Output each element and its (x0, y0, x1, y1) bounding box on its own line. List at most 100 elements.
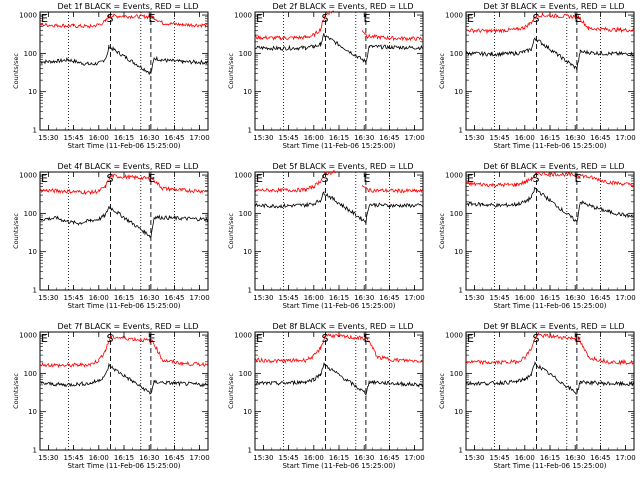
series-line-lld (39, 13, 209, 29)
x-tick-label: 16:00 (89, 454, 109, 462)
series-line-events (39, 44, 209, 76)
panel-title: Det 6f BLACK = Events, RED = LLD (483, 162, 624, 171)
marker-e: E (364, 332, 371, 345)
marker-s: S (322, 12, 329, 25)
marker-e: E (256, 172, 263, 185)
x-tick-label: 15:45 (279, 294, 299, 302)
y-tick-label: 1 (459, 287, 463, 295)
x-tick-label: 15:45 (64, 294, 84, 302)
x-tick-label: 16:15 (540, 454, 560, 462)
x-tick-label: 16:30 (139, 454, 159, 462)
plot-frame (39, 11, 209, 131)
panel-title: Det 3f BLACK = Events, RED = LLD (483, 2, 624, 11)
x-tick-label: 17:00 (405, 454, 425, 462)
series-line-events (465, 186, 635, 223)
x-tick-label: 15:45 (490, 134, 510, 142)
marker-e: E (41, 12, 48, 25)
x-axis-label: Start Time (11-Feb-06 15:25:00) (493, 462, 606, 470)
y-tick-label: 100 (239, 50, 252, 58)
y-tick-label: 1 (459, 447, 463, 455)
x-tick-label: 16:00 (515, 294, 535, 302)
series-line-lld (254, 333, 424, 365)
series-line-events (465, 37, 635, 71)
panel-det-7: Det 7f BLACK = Events, RED = LLD 1 10 100 10… (12, 322, 210, 470)
x-axis-label: Start Time (11-Feb-06 15:25:00) (67, 142, 180, 150)
marker-e: E (256, 12, 263, 25)
x-tick-label: 16:00 (304, 454, 324, 462)
x-tick-label: 16:15 (114, 294, 134, 302)
x-tick-label: 16:30 (565, 454, 585, 462)
x-tick-label: 16:45 (590, 454, 610, 462)
x-tick-label: 16:45 (379, 294, 399, 302)
series-line-lld (465, 332, 635, 366)
y-tick-label: 100 (450, 50, 463, 58)
y-tick-label: 10 (454, 88, 463, 96)
x-tick-label: 15:30 (253, 294, 273, 302)
y-tick-label: 10 (454, 408, 463, 416)
plot-frame (254, 11, 424, 131)
x-axis-label: Start Time (11-Feb-06 15:25:00) (67, 302, 180, 310)
panel-det-2: Det 2f BLACK = Events, RED = LLD 1 10 100 10… (227, 2, 425, 150)
x-tick-label: 16:15 (114, 134, 134, 142)
panel-det-9: Det 9f BLACK = Events, RED = LLD 1 10 100 10… (438, 322, 636, 470)
y-tick-label: 1 (248, 127, 252, 135)
x-tick-label: 16:30 (354, 454, 374, 462)
x-tick-label: 15:30 (253, 134, 273, 142)
y-tick-label: 1000 (19, 172, 37, 180)
x-tick-label: 17:00 (616, 454, 636, 462)
x-tick-label: 17:00 (616, 294, 636, 302)
y-axis-label: Counts/sec (12, 373, 20, 409)
panel-title: Det 4f BLACK = Events, RED = LLD (57, 162, 198, 171)
y-tick-label: 10 (28, 408, 37, 416)
y-tick-label: 100 (24, 210, 37, 218)
y-tick-label: 100 (239, 210, 252, 218)
x-tick-label: 17:00 (616, 134, 636, 142)
series-line-events (39, 206, 209, 239)
x-tick-label: 16:00 (89, 134, 109, 142)
x-tick-label: 17:00 (405, 294, 425, 302)
x-tick-label: 16:45 (164, 294, 184, 302)
panel-title: Det 9f BLACK = Events, RED = LLD (483, 322, 624, 331)
y-tick-label: 10 (243, 248, 252, 256)
y-tick-label: 100 (450, 210, 463, 218)
plot-frame (465, 171, 635, 291)
panel-det-5: Det 5f BLACK = Events, RED = LLD 1 10 100 10… (227, 162, 425, 310)
series-line-lld (465, 12, 635, 35)
marker-e: E (364, 12, 371, 25)
y-tick-label: 1 (459, 127, 463, 135)
x-tick-label: 16:30 (565, 134, 585, 142)
y-tick-label: 10 (454, 248, 463, 256)
marker-e: E (41, 332, 48, 345)
x-tick-label: 17:00 (190, 294, 210, 302)
x-tick-label: 16:15 (540, 134, 560, 142)
marker-e: E (149, 12, 156, 25)
marker-s: S (107, 332, 114, 345)
x-axis-label: Start Time (11-Feb-06 15:25:00) (493, 302, 606, 310)
x-tick-label: 16:30 (354, 294, 374, 302)
x-tick-label: 16:15 (540, 294, 560, 302)
x-tick-label: 15:45 (64, 454, 84, 462)
panel-det-3: Det 3f BLACK = Events, RED = LLD 1 10 100 10… (438, 2, 636, 150)
x-tick-label: 16:30 (565, 294, 585, 302)
x-tick-label: 16:45 (590, 134, 610, 142)
series-line-lld (465, 170, 635, 188)
x-tick-label: 15:30 (464, 134, 484, 142)
x-tick-label: 15:30 (464, 454, 484, 462)
x-tick-label: 16:15 (329, 294, 349, 302)
x-tick-label: 16:00 (89, 294, 109, 302)
y-tick-label: 1000 (234, 332, 252, 340)
marker-e: E (149, 332, 156, 345)
marker-e: E (575, 12, 582, 25)
y-tick-label: 10 (28, 88, 37, 96)
panel-det-4: Det 4f BLACK = Events, RED = LLD 1 10 100 10… (12, 162, 210, 310)
x-tick-label: 16:00 (304, 294, 324, 302)
panel-title: Det 1f BLACK = Events, RED = LLD (57, 2, 198, 11)
plot-frame (465, 331, 635, 451)
y-axis-label: Counts/sec (227, 53, 235, 89)
marker-e: E (467, 332, 474, 345)
series-line-events (465, 361, 635, 395)
x-axis-label: Start Time (11-Feb-06 15:25:00) (493, 142, 606, 150)
y-tick-label: 1000 (234, 12, 252, 20)
x-tick-label: 16:00 (304, 134, 324, 142)
marker-e: E (575, 332, 582, 345)
